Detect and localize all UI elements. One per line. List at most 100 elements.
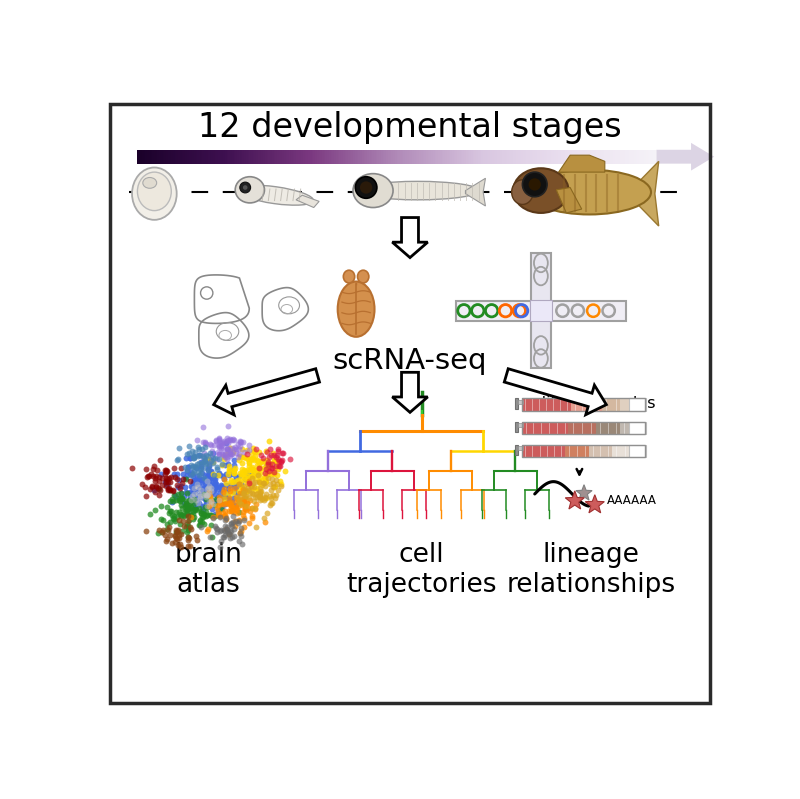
Point (227, 464, 240, 477)
Point (218, 524, 230, 537)
Point (265, 484, 278, 497)
Point (236, 468, 249, 481)
Point (144, 468, 157, 481)
Point (139, 480, 152, 493)
Point (215, 479, 228, 492)
Point (202, 453, 214, 466)
Point (266, 458, 278, 471)
Point (196, 443, 209, 455)
Point (181, 499, 194, 512)
Point (218, 531, 230, 544)
Point (230, 447, 242, 459)
Point (179, 503, 192, 516)
Point (192, 519, 205, 531)
Point (251, 455, 264, 468)
Point (174, 540, 187, 553)
Point (200, 489, 213, 502)
Point (215, 437, 228, 450)
Point (192, 471, 205, 484)
Point (206, 512, 219, 525)
Point (170, 472, 183, 485)
Point (227, 477, 240, 490)
Point (200, 497, 213, 510)
Point (222, 463, 235, 475)
Point (239, 490, 252, 503)
Point (226, 434, 238, 447)
Ellipse shape (512, 180, 534, 205)
Point (204, 455, 217, 467)
Circle shape (529, 178, 541, 191)
Point (242, 456, 255, 469)
Point (272, 459, 285, 471)
Point (238, 466, 250, 479)
Point (203, 485, 216, 498)
Point (232, 535, 245, 547)
Point (225, 499, 238, 511)
Point (223, 479, 236, 491)
Point (254, 448, 267, 461)
Point (182, 460, 194, 473)
Point (253, 461, 266, 474)
Point (225, 475, 238, 488)
Point (223, 450, 236, 463)
Point (246, 470, 259, 483)
Point (234, 440, 246, 453)
Bar (571, 399, 602, 411)
Point (246, 470, 258, 483)
Point (159, 471, 172, 484)
Point (239, 472, 252, 485)
Point (163, 507, 176, 519)
Point (242, 457, 255, 470)
Point (200, 525, 213, 538)
Point (208, 475, 221, 488)
Point (213, 467, 226, 479)
Point (224, 487, 237, 500)
Point (222, 492, 234, 505)
Point (192, 478, 205, 491)
Point (218, 447, 231, 460)
Point (184, 501, 197, 514)
Point (231, 503, 244, 516)
Point (194, 518, 206, 531)
Point (169, 529, 182, 542)
Point (232, 478, 245, 491)
Point (222, 459, 235, 472)
Point (185, 508, 198, 521)
Point (246, 477, 259, 490)
Point (173, 474, 186, 487)
Point (167, 462, 180, 475)
Point (213, 453, 226, 466)
Point (182, 461, 194, 474)
Bar (518, 423, 523, 427)
Point (212, 436, 225, 449)
Point (204, 489, 217, 502)
Point (185, 459, 198, 471)
Point (197, 489, 210, 502)
Point (236, 486, 249, 499)
Point (233, 454, 246, 467)
Point (168, 535, 181, 548)
Point (238, 511, 250, 524)
Point (246, 452, 259, 465)
Bar (611, 445, 630, 457)
Point (218, 435, 231, 447)
Point (224, 447, 237, 459)
Point (211, 453, 224, 466)
Point (228, 467, 241, 479)
Point (175, 502, 188, 515)
Bar (515, 399, 518, 408)
Point (202, 459, 215, 472)
Point (204, 483, 217, 495)
Point (166, 496, 178, 509)
Point (216, 486, 229, 499)
Point (230, 475, 242, 487)
Point (268, 449, 281, 462)
Point (261, 466, 274, 479)
Point (194, 491, 207, 503)
Point (258, 490, 271, 503)
Circle shape (522, 172, 547, 197)
Point (230, 490, 243, 503)
Point (245, 469, 258, 482)
Point (202, 462, 214, 475)
Point (249, 446, 262, 459)
